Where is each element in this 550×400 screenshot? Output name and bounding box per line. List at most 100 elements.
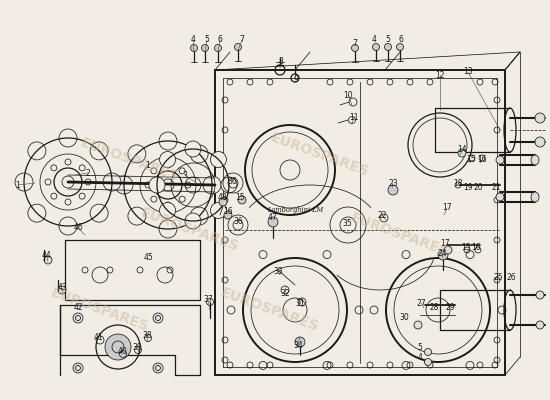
Text: 25: 25 — [493, 274, 503, 282]
Text: 14: 14 — [457, 146, 467, 154]
Text: 10: 10 — [343, 90, 353, 100]
Text: 16: 16 — [471, 244, 481, 252]
Text: 15: 15 — [235, 194, 245, 202]
Circle shape — [160, 152, 175, 168]
Circle shape — [201, 44, 208, 52]
Text: 13: 13 — [463, 68, 473, 76]
Text: EUROSPARES: EUROSPARES — [349, 211, 451, 259]
Text: 5: 5 — [205, 36, 210, 44]
Text: 31: 31 — [295, 300, 305, 308]
Text: 42: 42 — [73, 304, 83, 312]
Circle shape — [268, 217, 278, 227]
Circle shape — [238, 196, 246, 204]
Text: 30: 30 — [399, 314, 409, 322]
Circle shape — [535, 113, 545, 123]
Text: 1: 1 — [15, 180, 20, 190]
Circle shape — [28, 142, 46, 160]
Text: 6: 6 — [218, 36, 222, 44]
Circle shape — [28, 204, 46, 222]
Text: 15: 15 — [466, 156, 476, 164]
Circle shape — [211, 202, 227, 218]
Text: 43: 43 — [57, 284, 67, 292]
Circle shape — [221, 177, 237, 193]
Text: 7: 7 — [240, 36, 244, 44]
Circle shape — [496, 193, 504, 201]
Circle shape — [535, 137, 545, 147]
Text: 6: 6 — [399, 36, 404, 44]
Text: 36: 36 — [233, 218, 243, 226]
Circle shape — [295, 337, 305, 347]
Text: 4: 4 — [417, 354, 422, 362]
Text: 32: 32 — [280, 288, 290, 298]
Text: 16: 16 — [223, 208, 233, 216]
Text: 12: 12 — [435, 70, 445, 80]
Circle shape — [458, 149, 466, 157]
Circle shape — [190, 207, 208, 225]
Circle shape — [190, 145, 208, 163]
Circle shape — [103, 173, 121, 191]
Text: 3: 3 — [183, 170, 188, 180]
Text: 37: 37 — [203, 296, 213, 304]
Circle shape — [190, 44, 197, 52]
Text: 5: 5 — [386, 36, 390, 44]
Circle shape — [496, 156, 504, 164]
Text: 46: 46 — [73, 224, 83, 232]
Circle shape — [59, 217, 77, 235]
Text: 39: 39 — [132, 344, 142, 352]
Text: 17: 17 — [442, 204, 452, 212]
Text: 15: 15 — [461, 244, 471, 252]
Circle shape — [160, 202, 175, 218]
Text: EUROSPARES: EUROSPARES — [49, 286, 151, 334]
Text: 48: 48 — [217, 194, 227, 202]
Circle shape — [73, 313, 83, 323]
Circle shape — [388, 185, 398, 195]
Circle shape — [536, 291, 544, 299]
Text: 34: 34 — [293, 340, 303, 350]
Circle shape — [219, 198, 227, 206]
Text: 4: 4 — [190, 36, 195, 44]
Circle shape — [159, 220, 177, 238]
Circle shape — [149, 177, 165, 193]
Circle shape — [105, 334, 131, 360]
Text: 24: 24 — [437, 248, 447, 258]
Circle shape — [425, 358, 432, 366]
Text: 45: 45 — [143, 254, 153, 262]
Text: 29: 29 — [445, 304, 455, 312]
Circle shape — [185, 141, 201, 157]
Text: 4: 4 — [372, 36, 376, 44]
Text: EUROSPARES: EUROSPARES — [79, 136, 181, 184]
Circle shape — [59, 129, 77, 147]
Text: 1: 1 — [146, 160, 150, 170]
Circle shape — [211, 152, 227, 168]
Text: 19: 19 — [463, 184, 473, 192]
Circle shape — [90, 142, 108, 160]
Text: EUROSPARES: EUROSPARES — [139, 206, 241, 254]
Text: 8: 8 — [279, 58, 283, 66]
Circle shape — [159, 132, 177, 150]
Text: Lamborghini LM: Lamborghini LM — [267, 206, 323, 214]
Text: 9: 9 — [294, 76, 299, 84]
Text: 40: 40 — [117, 348, 127, 356]
Text: EUROSPARES: EUROSPARES — [269, 131, 371, 179]
Circle shape — [425, 348, 432, 356]
Text: 22: 22 — [377, 210, 387, 220]
Circle shape — [414, 321, 422, 329]
Circle shape — [153, 363, 163, 373]
Text: 18: 18 — [453, 178, 463, 188]
Text: 47: 47 — [267, 214, 277, 222]
Text: 5: 5 — [417, 344, 422, 352]
Text: 33: 33 — [273, 266, 283, 276]
Circle shape — [128, 207, 146, 225]
Text: 44: 44 — [42, 250, 52, 260]
Circle shape — [185, 213, 201, 229]
Circle shape — [115, 176, 133, 194]
Text: 2: 2 — [86, 168, 90, 178]
Text: 20: 20 — [473, 184, 483, 192]
Circle shape — [234, 44, 241, 50]
Text: 27: 27 — [416, 298, 426, 308]
Circle shape — [90, 204, 108, 222]
Circle shape — [44, 256, 52, 264]
Circle shape — [384, 44, 392, 50]
Ellipse shape — [531, 155, 539, 165]
Ellipse shape — [531, 192, 539, 202]
